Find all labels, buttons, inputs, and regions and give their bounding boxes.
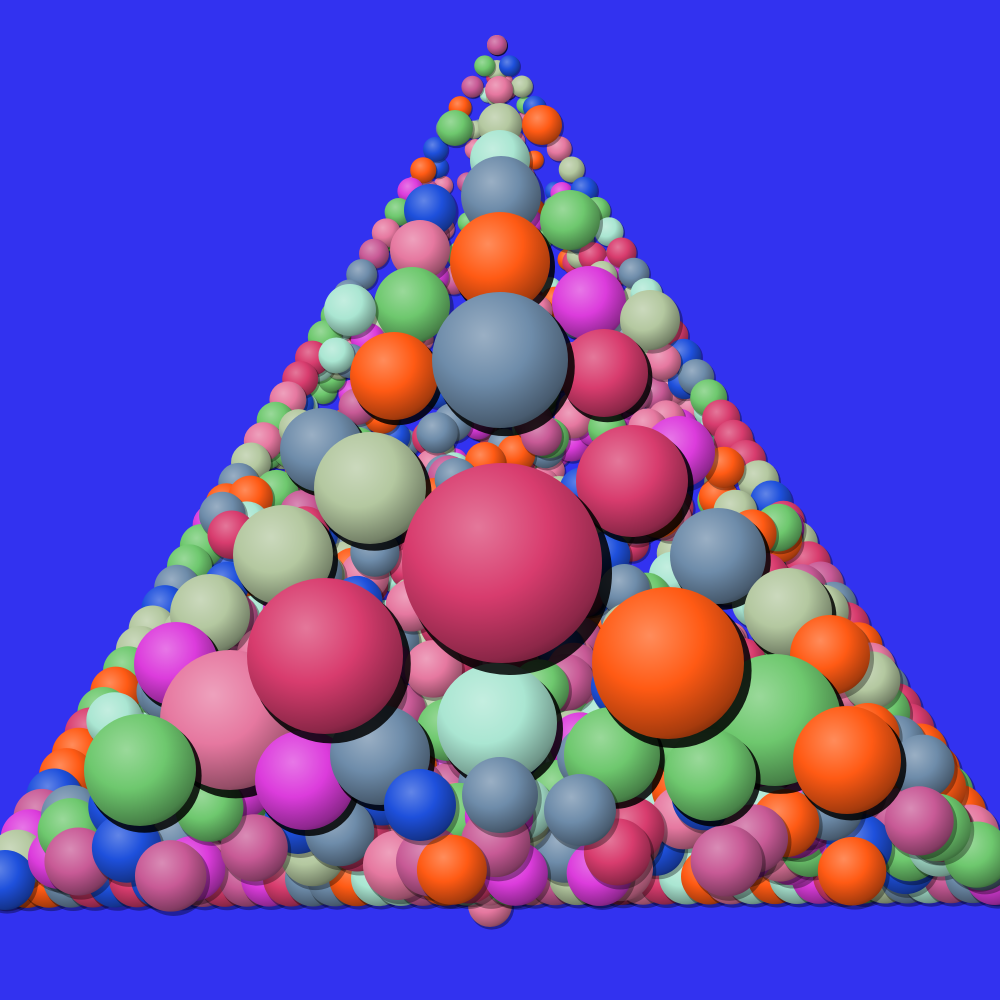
- small-sphere: [890, 734, 955, 799]
- small-sphere: [404, 640, 463, 698]
- large-sphere: [324, 284, 376, 336]
- large-sphere: [384, 769, 456, 841]
- large-sphere: [350, 332, 438, 420]
- small-sphere: [644, 343, 682, 380]
- large-sphere: [793, 706, 901, 814]
- large-sphere: [390, 220, 450, 280]
- small-sphere: [487, 35, 507, 55]
- small-sphere: [558, 156, 585, 183]
- large-sphere: [485, 76, 513, 104]
- small-sphere: [817, 836, 887, 906]
- large-sphere: [620, 290, 680, 350]
- large-sphere: [437, 110, 473, 146]
- small-sphere: [884, 786, 954, 856]
- small-sphere: [510, 75, 533, 98]
- small-sphere: [416, 834, 487, 905]
- small-sphere: [690, 824, 763, 897]
- small-sphere: [410, 157, 437, 184]
- large-sphere-layer: [84, 76, 907, 851]
- large-sphere: [314, 432, 426, 544]
- small-sphere: [318, 337, 355, 374]
- small-sphere: [524, 150, 544, 170]
- small-sphere: [474, 55, 496, 77]
- small-sphere: [416, 412, 458, 454]
- large-sphere: [540, 190, 600, 250]
- large-sphere: [84, 714, 196, 826]
- small-sphere: [546, 136, 572, 162]
- large-sphere: [450, 212, 550, 312]
- small-sphere: [134, 840, 207, 912]
- large-sphere: [544, 774, 616, 846]
- small-sphere: [461, 75, 484, 98]
- small-sphere: [498, 55, 520, 77]
- large-sphere: [592, 587, 744, 739]
- large-sphere: [560, 329, 648, 417]
- large-sphere: [664, 729, 756, 821]
- large-sphere: [402, 463, 602, 663]
- large-sphere: [552, 266, 626, 340]
- large-sphere: [374, 267, 450, 343]
- small-sphere: [423, 136, 448, 162]
- large-sphere: [462, 757, 538, 833]
- large-sphere: [576, 425, 688, 537]
- large-sphere: [432, 292, 568, 428]
- large-sphere: [247, 578, 403, 734]
- small-sphere: [0, 850, 35, 910]
- small-sphere: [220, 814, 288, 882]
- large-sphere: [670, 508, 766, 604]
- large-sphere: [437, 663, 557, 783]
- large-sphere: [522, 105, 562, 145]
